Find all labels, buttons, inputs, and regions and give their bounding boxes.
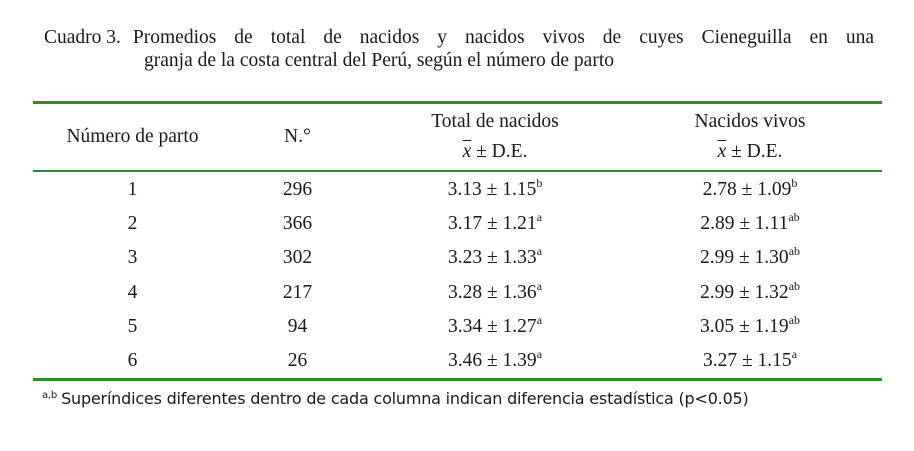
cell-parto: 4 — [127, 282, 138, 303]
header-vivos-stat: x ± D.E. — [630, 141, 870, 163]
header-total-stat-text: ± D.E. — [471, 141, 528, 162]
header-nacidos-vivos: Nacidos vivos — [694, 111, 806, 132]
cell-n: 366 — [282, 213, 313, 234]
cell-n: 26 — [287, 350, 308, 371]
header-total-stat: x ± D.E. — [380, 141, 610, 163]
cell-parto: 1 — [127, 179, 138, 200]
mean-symbol: x — [717, 141, 727, 162]
cell-total: 3.46 ± 1.39a — [447, 347, 543, 371]
cell-vivos: 2.99 ± 1.30ab — [699, 244, 801, 268]
header-total-nacidos: Total de nacidos — [431, 111, 559, 132]
cell-total: 3.23 ± 1.33a — [447, 244, 543, 268]
cell-n: 296 — [282, 179, 313, 200]
cell-vivos: 3.05 ± 1.19ab — [699, 313, 801, 337]
caption-line-1: Promedios de total de nacidos y nacidos … — [132, 27, 874, 48]
cell-parto: 6 — [127, 350, 138, 371]
caption-line-2: granja de la costa central del Perú, seg… — [144, 50, 614, 71]
cell-n: 302 — [282, 247, 313, 268]
cell-n: 94 — [287, 316, 308, 337]
table-caption: Cuadro 3. Promedios de total de nacidos … — [44, 26, 874, 72]
cell-vivos: 3.27 ± 1.15a — [702, 347, 798, 371]
cell-total: 3.34 ± 1.27a — [447, 313, 543, 337]
cell-vivos: 2.89 ± 1.11ab — [700, 210, 800, 234]
footnote-text: Superíndices diferentes dentro de cada c… — [61, 389, 749, 408]
cell-n: 217 — [282, 282, 313, 303]
table-top-rule — [33, 101, 882, 104]
cell-vivos: 2.78 ± 1.09b — [702, 176, 798, 200]
header-n: N.° — [284, 126, 311, 147]
cell-total: 3.28 ± 1.36a — [447, 279, 543, 303]
header-numero-parto: Número de parto — [66, 126, 199, 147]
table-header-rule — [33, 170, 882, 172]
cell-parto: 3 — [127, 247, 138, 268]
cell-total: 3.17 ± 1.21a — [447, 210, 543, 234]
cell-parto: 2 — [127, 213, 138, 234]
mean-symbol: x — [462, 141, 472, 162]
cell-total: 3.13 ± 1.15b — [447, 176, 543, 200]
cell-vivos: 2.99 ± 1.32ab — [699, 279, 801, 303]
table-bottom-rule — [33, 378, 882, 381]
cell-parto: 5 — [127, 316, 138, 337]
table-footnote: a,b Superíndices diferentes dentro de cad… — [42, 389, 749, 408]
caption-label: Cuadro 3. — [44, 27, 121, 48]
header-vivos-stat-text: ± D.E. — [726, 141, 783, 162]
footnote-superscript: a,b — [42, 390, 58, 401]
